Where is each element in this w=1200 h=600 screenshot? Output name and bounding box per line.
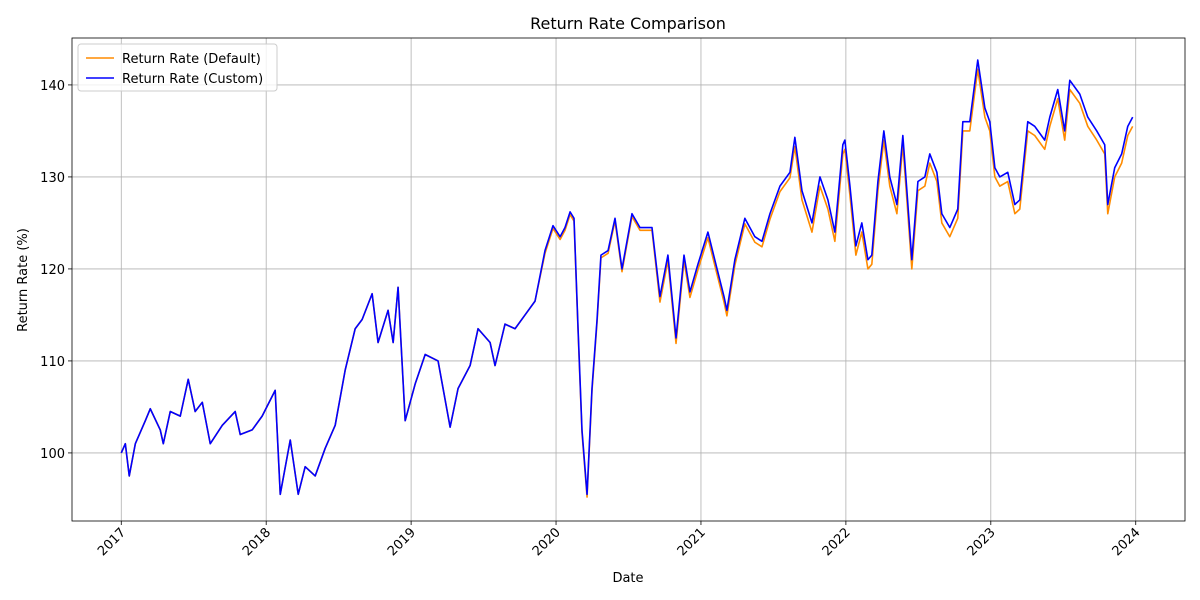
plot-frame xyxy=(71,37,1186,522)
legend-label: Return Rate (Custom) xyxy=(122,72,263,87)
line-series xyxy=(120,68,1134,498)
x-tick-label: 2017 xyxy=(95,525,129,559)
x-tick-label: 2022 xyxy=(820,525,854,559)
x-tick-label: 2018 xyxy=(240,525,274,559)
line-series xyxy=(120,59,1134,496)
legend-box xyxy=(77,43,278,92)
x-tick-label: 2023 xyxy=(965,525,999,559)
x-tick-label: 2024 xyxy=(1110,525,1144,559)
y-tick-label: 130 xyxy=(40,171,65,186)
chart-title: Return Rate Comparison xyxy=(530,14,726,33)
x-axis-label: Date xyxy=(612,571,643,586)
x-tick-label: 2020 xyxy=(530,525,564,559)
y-axis-label: Return Rate (%) xyxy=(16,228,31,332)
y-tick-label: 110 xyxy=(40,355,65,370)
y-tick-label: 120 xyxy=(40,263,65,278)
y-tick-label: 100 xyxy=(40,447,65,462)
x-tick-label: 2019 xyxy=(385,525,419,559)
y-tick-label: 140 xyxy=(40,79,65,94)
x-tick-label: 2021 xyxy=(675,525,709,559)
legend-label: Return Rate (Default) xyxy=(122,52,261,67)
